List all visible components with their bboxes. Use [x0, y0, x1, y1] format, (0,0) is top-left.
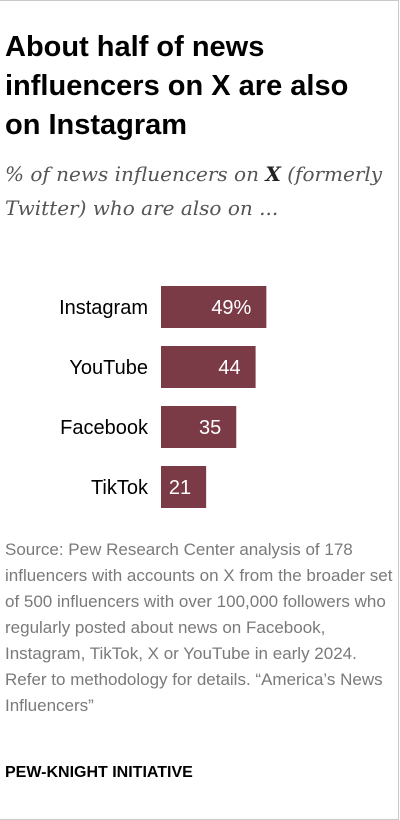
bar-chart: Instagram 49% YouTube 44 Facebook 35 TikTok 21	[59, 286, 267, 508]
value-label-instagram: 49%	[211, 297, 251, 319]
chart-subtitle: % of news influencers on X (formerly Twi…	[5, 157, 390, 225]
bar-facebook	[161, 406, 237, 448]
category-label-instagram: Instagram	[59, 297, 148, 319]
bar-instagram	[161, 286, 267, 328]
value-label-facebook: 35	[199, 417, 221, 439]
subtitle-tail: (formerly Twitter) who are also on ...	[5, 162, 383, 220]
value-label-youtube: 44	[218, 357, 240, 379]
subtitle-lead: % of news influencers on	[5, 162, 266, 186]
category-label-facebook: Facebook	[60, 417, 149, 439]
bar-youtube	[161, 346, 256, 388]
category-label-youtube: YouTube	[69, 357, 148, 379]
brand-label: PEW-KNIGHT INITIATIVE	[5, 764, 193, 781]
value-label-tiktok: 21	[169, 477, 191, 499]
subtitle-emphasis: X	[265, 162, 281, 186]
category-label-tiktok: TikTok	[91, 477, 149, 499]
source-note: Source: Pew Research Center analysis of …	[5, 540, 393, 715]
bar-tiktok	[161, 466, 207, 508]
chart-title: About half of news influencers on X are …	[5, 31, 349, 141]
